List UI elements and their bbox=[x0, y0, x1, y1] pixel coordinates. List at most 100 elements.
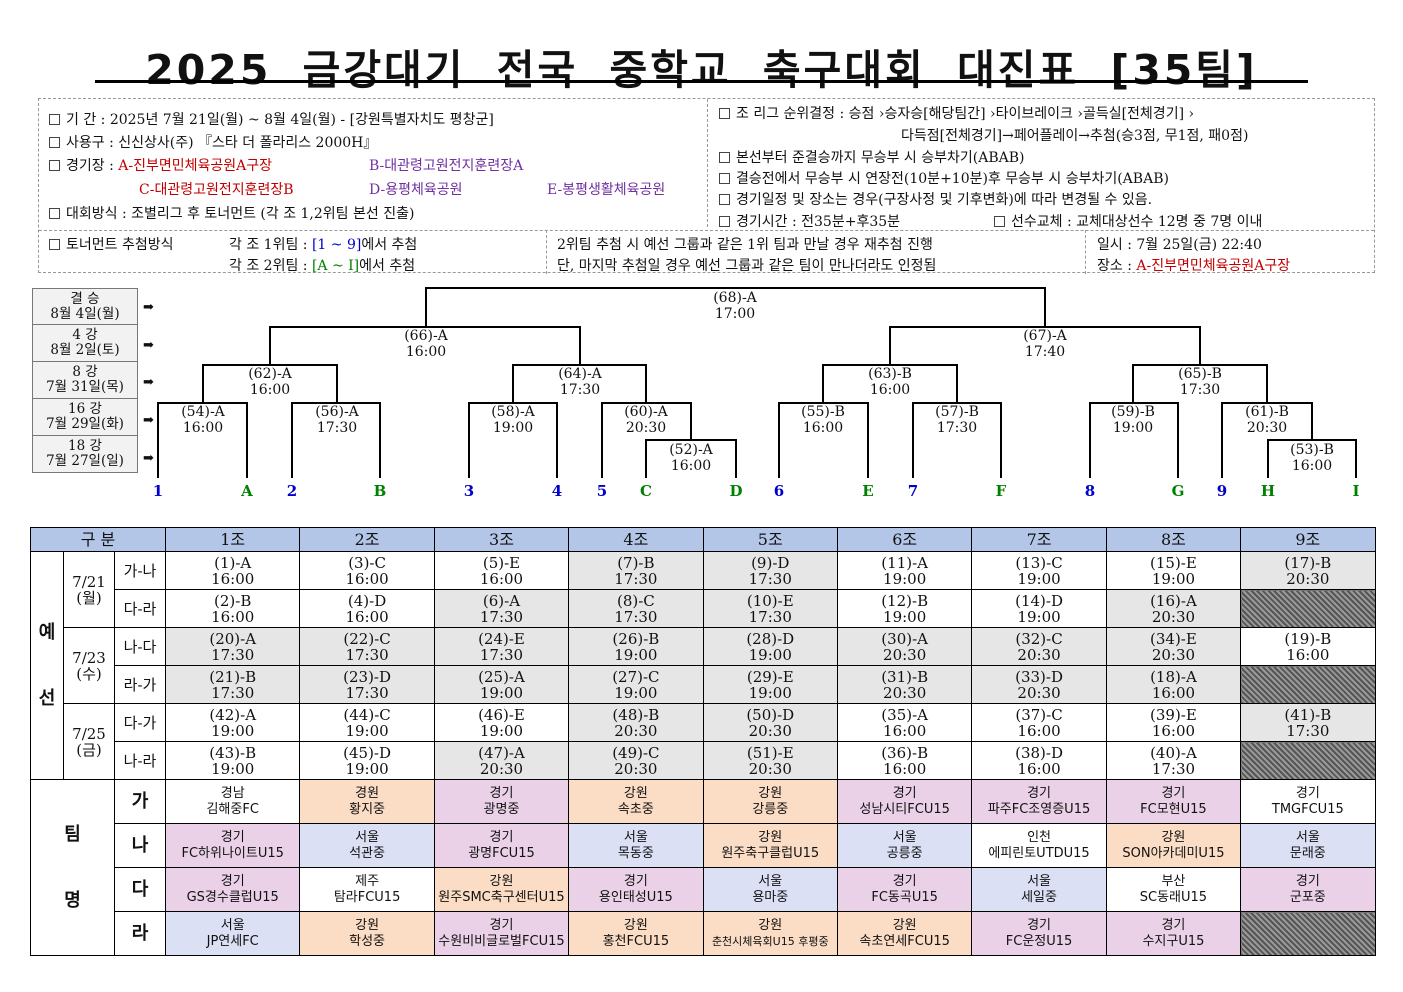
team-region: 경기 bbox=[1295, 873, 1320, 889]
match-time: 16:00 bbox=[869, 382, 911, 398]
match-time: 17:30 bbox=[748, 569, 792, 588]
ball-line: 사용구 : 신신상사(주) 『스타 더 폴라리스 2000H』 bbox=[49, 132, 377, 152]
team-name: 에피린토UTDU15 bbox=[988, 845, 1090, 861]
match-code: (6)-A bbox=[482, 591, 521, 610]
match-cell: (46)-E 19:00 bbox=[433, 703, 570, 742]
team-row: 라 서울 JP연세FC 강원 학성중 경기 수원비비글로벌FCU15 강원 홍천FCU15 강원 춘… bbox=[31, 911, 1376, 956]
match-time: 19:00 bbox=[492, 420, 534, 436]
match-code: (47)-A bbox=[478, 743, 525, 762]
match-cell: (19)-B 16:00 bbox=[1240, 627, 1376, 666]
header-group: 4조 bbox=[568, 527, 704, 552]
match-code: (46)-E bbox=[478, 705, 525, 724]
match-code: (17)-B bbox=[1284, 553, 1332, 572]
rank-text1: 조 리그 순위결정 : 승점 ›승자승[해당팀간] ›타이브레이크 ›골득실[전… bbox=[736, 106, 1195, 122]
match-code: (16)-A bbox=[1150, 591, 1197, 610]
match-time: 19:00 bbox=[1112, 420, 1154, 436]
ball-text: 사용구 : 신신상사(주) 『스타 더 폴라리스 2000H』 bbox=[66, 135, 378, 151]
match-cell: (35)-A 16:00 bbox=[836, 703, 973, 742]
divider bbox=[546, 230, 547, 274]
team-cell: 서울 세일중 bbox=[971, 867, 1107, 912]
match-cell: (47)-A 20:30 bbox=[433, 741, 570, 780]
match-time: 17:30 bbox=[479, 645, 524, 664]
round-date: 7월 29일(화) bbox=[46, 416, 124, 432]
team-cell: 경기 파주FC조영증U15 bbox=[971, 779, 1107, 824]
team-cell: 경기 수지구U15 bbox=[1105, 911, 1242, 956]
match-code: (10)-E bbox=[746, 591, 794, 610]
match-code: (55)-B bbox=[801, 404, 845, 420]
leaf-slot: A bbox=[241, 482, 253, 500]
match-cell: (41)-B 17:30 bbox=[1240, 703, 1376, 742]
rule-line3: 경기일정 및 장소는 경우(구장사정 및 기후변화)에 따라 변경될 수 있음. bbox=[719, 189, 1152, 209]
match-code: (5)-E bbox=[482, 553, 521, 572]
draw-label: 토너먼트 추첨방식 bbox=[49, 234, 174, 254]
match-cell: (13)-C 19:00 bbox=[971, 551, 1107, 590]
team-name: 용마중 bbox=[752, 889, 789, 905]
match-code: (68)-A bbox=[713, 290, 757, 306]
match-code: (21)-B bbox=[209, 667, 257, 686]
match-cell: (11)-A 19:00 bbox=[836, 551, 973, 590]
team-cell: 서울 공릉중 bbox=[836, 823, 973, 868]
round-date: 8월 2일(토) bbox=[50, 342, 120, 358]
draw1-pre: 각 조 1위팀 : bbox=[229, 237, 312, 253]
checkbox-icon bbox=[719, 152, 730, 163]
match-code: (1)-A bbox=[214, 553, 252, 572]
round-name: 8 강 bbox=[72, 364, 98, 380]
divider bbox=[1085, 230, 1086, 274]
match-cell: (1)-A 16:00 bbox=[164, 551, 301, 590]
match-code: (12)-B bbox=[881, 591, 929, 610]
team-cell: 강원 춘천시체육회U15 후평중 bbox=[702, 911, 838, 956]
rule-line5: 선수교체 : 교체대상선수 12명 중 7명 이내 bbox=[994, 211, 1262, 231]
team-region: 서울 bbox=[623, 829, 648, 845]
rule-line1: 본선부터 준결승까지 무승부 시 승부차기(ABAB) bbox=[719, 147, 1024, 167]
round-name: 18 강 bbox=[68, 438, 102, 454]
match-cell: (12)-B 19:00 bbox=[836, 589, 973, 628]
match-code: (64)-A bbox=[558, 366, 602, 382]
round-name: 4 강 bbox=[72, 327, 98, 343]
match-cell: (7)-B 17:30 bbox=[568, 551, 704, 590]
draw-line2: 각 조 2위팀 : [A ~ I]에서 추첨 bbox=[229, 255, 415, 275]
match-cell: (45)-D 19:00 bbox=[299, 741, 435, 780]
match-cell: (9)-D 17:30 bbox=[702, 551, 838, 590]
team-region: 경기 bbox=[623, 873, 648, 889]
date-text: 7/23 bbox=[72, 648, 106, 667]
header-group: 8조 bbox=[1105, 527, 1242, 552]
team-region: 경기 bbox=[220, 829, 245, 845]
team-cell: 강원 학성중 bbox=[299, 911, 435, 956]
team-name: 성남시티FCU15 bbox=[859, 801, 950, 817]
match-code: (45)-D bbox=[343, 743, 392, 762]
team-name: 목동중 bbox=[617, 845, 654, 861]
divider bbox=[707, 99, 708, 227]
team-region: 강원 bbox=[758, 829, 783, 845]
match-time: 16:00 bbox=[249, 382, 291, 398]
match-cell: (25)-A 19:00 bbox=[433, 665, 570, 704]
match-code: (15)-E bbox=[1150, 553, 1197, 572]
team-region: 경기 bbox=[489, 829, 514, 845]
team-region: 경원 bbox=[355, 785, 380, 801]
match-cell: (42)-A 19:00 bbox=[164, 703, 301, 742]
leaf-slot: E bbox=[862, 482, 874, 500]
team-name: 수원비비글로벌FCU15 bbox=[438, 933, 565, 949]
checkbox-icon bbox=[719, 194, 730, 205]
schedule-row: 7/23 (수) 나-다 (20)-A 17:30 (22)-C 17:30 (24)-E 17… bbox=[31, 627, 1376, 704]
header-group: 3조 bbox=[433, 527, 570, 552]
match-cell: (39)-E 16:00 bbox=[1105, 703, 1242, 742]
match-cell: (14)-D 19:00 bbox=[971, 589, 1107, 628]
match-time: 20:30 bbox=[1017, 645, 1061, 664]
match-time: 17:30 bbox=[211, 645, 255, 664]
match-code: (34)-E bbox=[1150, 629, 1197, 648]
match-time: 17:30 bbox=[211, 683, 255, 702]
match-semi: (67)-A 17:40 bbox=[1023, 328, 1067, 360]
date-text: 7/21 bbox=[72, 572, 106, 591]
match-quarter: (65)-B 17:30 bbox=[1178, 366, 1222, 398]
day-text: (금) bbox=[76, 740, 102, 759]
match-time: 16:00 bbox=[345, 607, 389, 626]
pair-label: 가-나 bbox=[114, 551, 166, 590]
match-final: (68)-A 17:00 bbox=[713, 290, 757, 322]
date-text: 7/25 bbox=[72, 724, 106, 743]
team-region: 경기 bbox=[1161, 785, 1186, 801]
team-region: 서울 bbox=[355, 829, 380, 845]
info-panel: 기 간 : 2025년 7월 21일(월) ~ 8월 4일(월) - [강원특별… bbox=[38, 98, 1375, 275]
team-cell: 경기 FC운정U15 bbox=[971, 911, 1107, 956]
match-code: (53)-B bbox=[1290, 442, 1334, 458]
match-cell: (4)-D 16:00 bbox=[299, 589, 435, 628]
